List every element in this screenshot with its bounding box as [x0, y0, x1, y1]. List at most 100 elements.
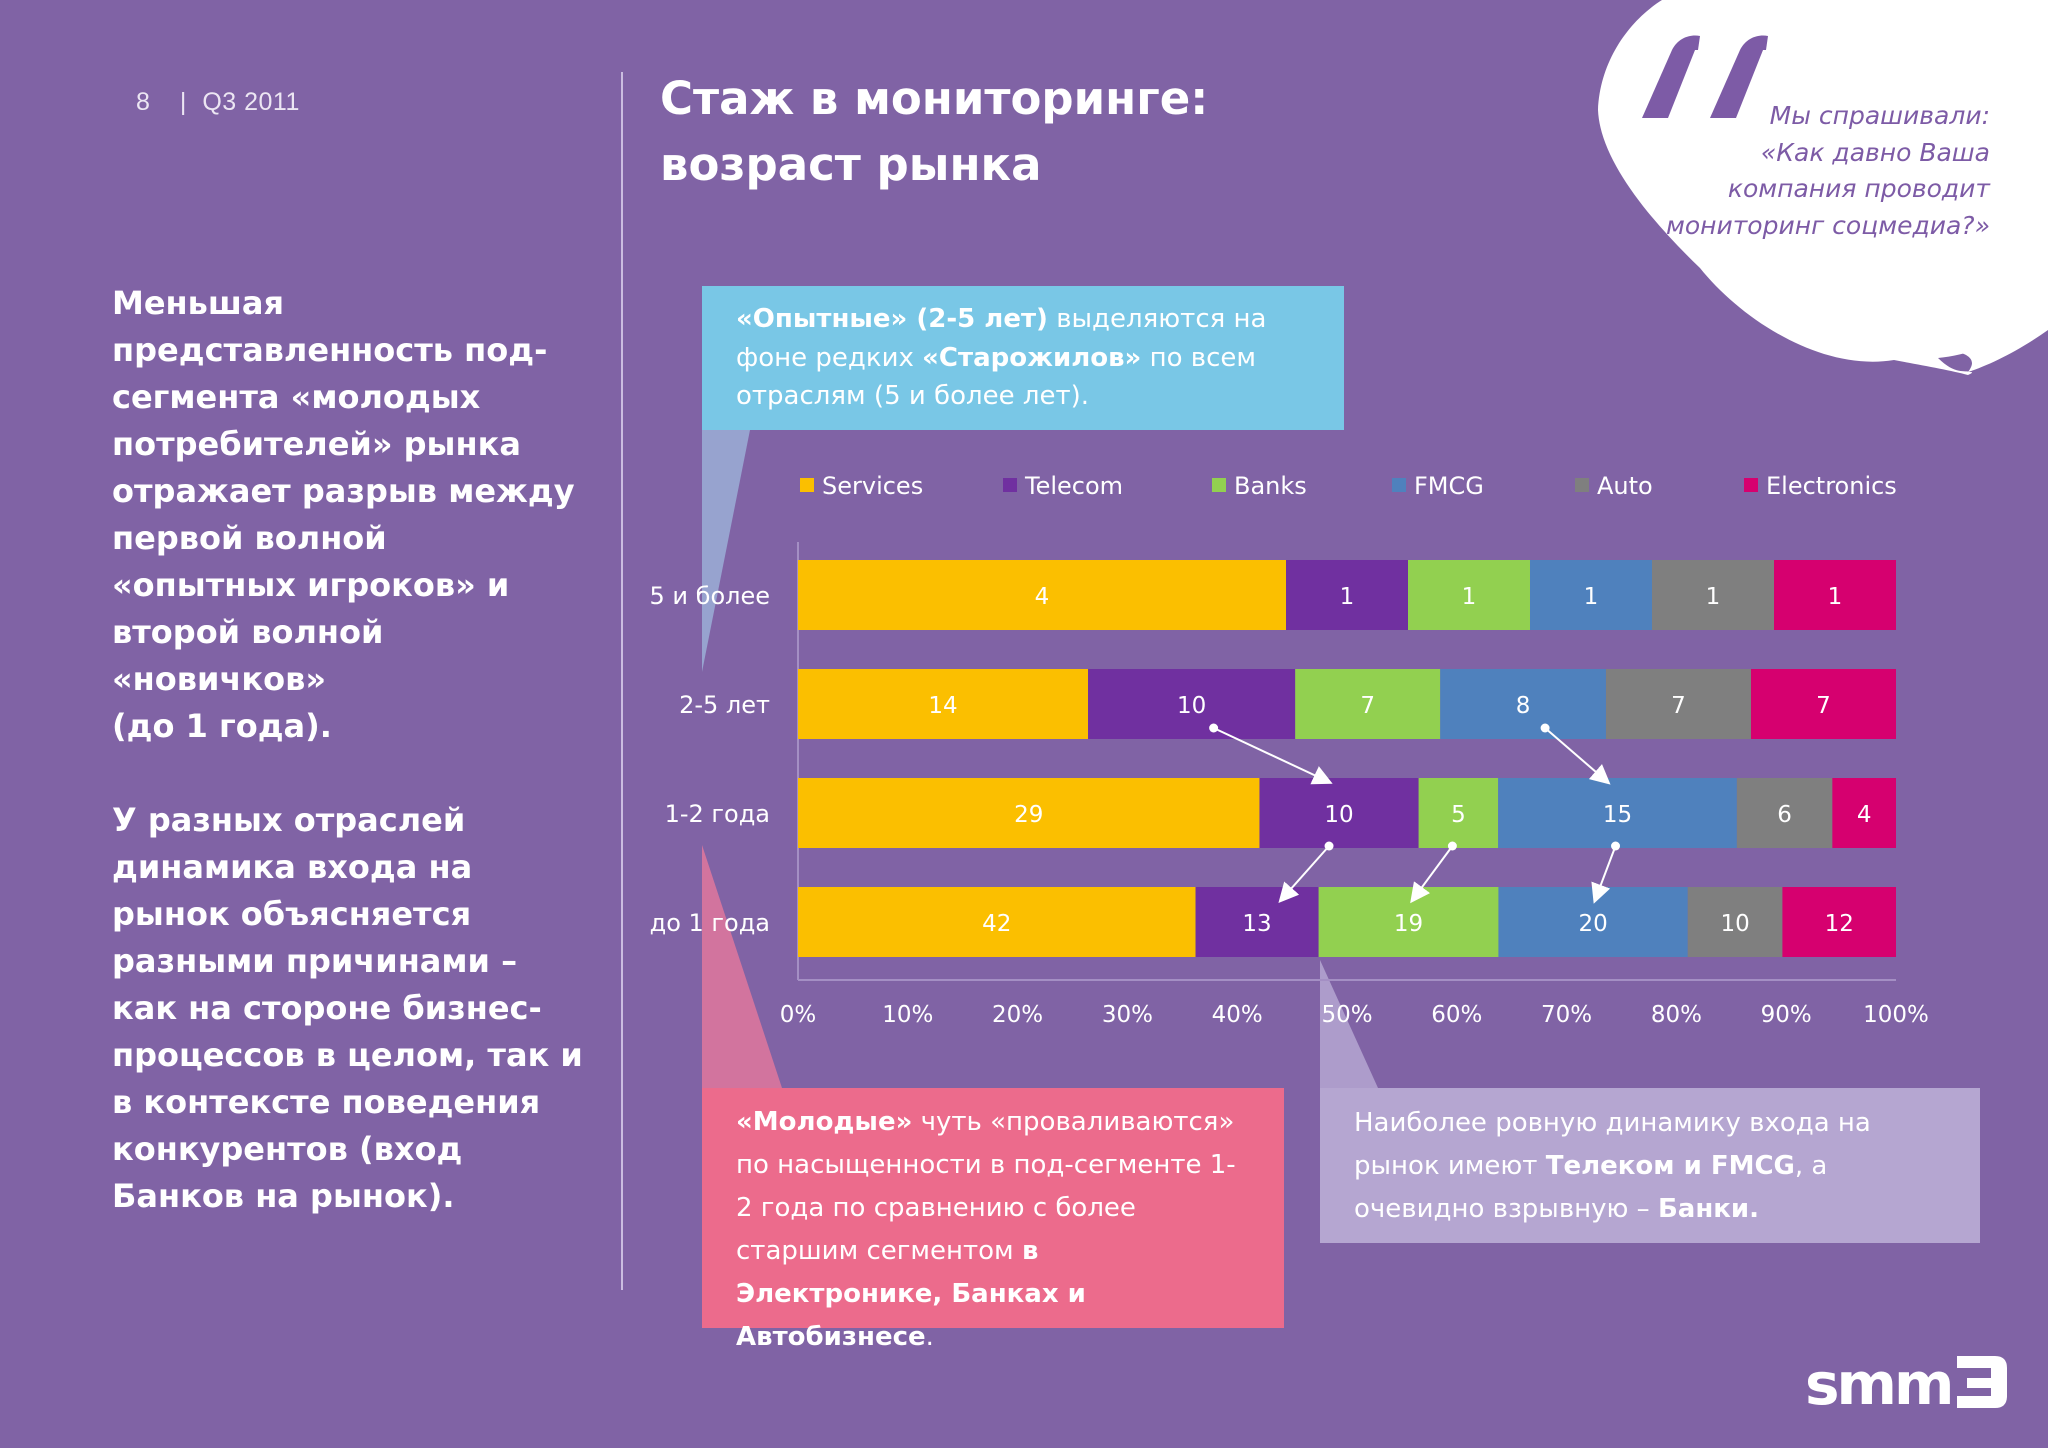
summary-line: конкурентов (вход [112, 1130, 463, 1168]
quote-line: «Как давно Ваша [1760, 137, 1990, 167]
summary-line: первой волной [112, 519, 387, 557]
trend-arrow [1591, 845, 1617, 904]
bar-segment [1259, 778, 1419, 848]
header-separator: | [179, 88, 187, 116]
legend-label: Telecom [1024, 472, 1123, 500]
data-label: 19 [1394, 911, 1423, 937]
bar-segment [1498, 778, 1737, 848]
category-label: 1-2 года [665, 800, 770, 828]
data-label: 4 [1035, 584, 1050, 610]
data-label: 7 [1360, 693, 1375, 719]
data-label: 5 [1451, 802, 1466, 828]
bar-segment [1418, 778, 1499, 848]
quote-line: мониторинг соцмедиа?» [1666, 210, 1990, 240]
bar-segment [798, 669, 1089, 739]
data-label: 1 [1340, 584, 1355, 610]
bar-segment [1782, 887, 1896, 957]
summary-line: отражает разрыв между [112, 472, 575, 510]
callout-bold: «Старожилов» [922, 342, 1142, 373]
callout-bold: «Опытные» (2-5 лет) [736, 304, 1048, 334]
data-label: 12 [1825, 911, 1854, 937]
summary-paragraph-2: У разных отраслей динамика входа на рыно… [112, 797, 592, 1220]
bar-segment [1774, 560, 1896, 630]
summary-line: второй волной [112, 613, 384, 651]
summary-line: представленность под- [112, 331, 548, 369]
bar-segment [1736, 778, 1833, 848]
bar-segment [1750, 669, 1896, 739]
data-label: 7 [1816, 693, 1831, 719]
callout-bold: «Молодые» [736, 1107, 913, 1137]
title-line-2: возраст рынка [660, 138, 1042, 191]
summary-line: У разных отраслей [112, 801, 466, 839]
x-tick-label: 80% [1651, 1002, 1702, 1028]
callout-text: Наиболее ровную динамику входа на рынок … [1354, 1108, 1871, 1181]
summary-line: в контексте поведения [112, 1083, 541, 1121]
smm3-logo: smm [1805, 1350, 2011, 1418]
trend-arrow [1278, 845, 1330, 903]
legend-swatch [1575, 478, 1589, 492]
legend-label: Electronics [1766, 472, 1897, 500]
data-label: 20 [1578, 911, 1607, 937]
summary-line: процессов в целом, так и [112, 1036, 583, 1074]
x-tick-label: 30% [1102, 1002, 1153, 1028]
callout-bold: Банки. [1657, 1194, 1760, 1224]
callout-bold: Телеком и FMCG [1545, 1151, 1795, 1181]
x-tick-label: 40% [1212, 1002, 1263, 1028]
data-label: 10 [1177, 693, 1206, 719]
bar-segment [1440, 669, 1606, 739]
summary-line: Банков на рынок). [112, 1177, 455, 1215]
summary-line: разными причинами – [112, 942, 518, 980]
legend-swatch [1392, 478, 1406, 492]
summary-line: «опытных игроков» и [112, 566, 510, 604]
summary-line: сегмента «молодых [112, 378, 481, 416]
summary-line: динамика входа на [112, 848, 473, 886]
title-line-1: Стаж в мониторинге: [660, 72, 1209, 125]
callout-dynamics: Наиболее ровную динамику входа на рынок … [1320, 1088, 1980, 1243]
callout-text: по всем отраслям (5 и более лет). [736, 342, 1257, 412]
bar-segment [1605, 669, 1751, 739]
x-tick-label: 70% [1541, 1002, 1592, 1028]
vertical-divider [621, 72, 623, 1290]
data-label: 7 [1671, 693, 1686, 719]
legend-swatch [800, 478, 814, 492]
summary-line: (до 1 года). [112, 707, 332, 745]
x-tick-label: 60% [1431, 1002, 1482, 1028]
report-period: Q3 2011 [202, 88, 300, 116]
callout-young: «Молодые» чуть «проваливаются» по насыще… [702, 1088, 1284, 1352]
trend-arrow [1410, 845, 1454, 904]
summary-text: Меньшая представленность под- сегмента «… [112, 280, 592, 1220]
bar-segment [798, 560, 1286, 630]
category-label: до 1 года [650, 909, 770, 937]
x-tick-label: 100% [1863, 1002, 1929, 1028]
callout-text: , а очевидно взрывную – [1354, 1151, 1828, 1224]
legend-swatch [1212, 478, 1226, 492]
data-label: 6 [1777, 802, 1792, 828]
legend-label: FMCG [1414, 472, 1484, 500]
x-tick-label: 90% [1761, 1002, 1812, 1028]
callout-bold: в Электронике, Банках и Автобизнесе [736, 1236, 1086, 1352]
bar-segment [1530, 560, 1652, 630]
legend-swatch [1744, 478, 1758, 492]
bar-segment [1318, 887, 1499, 957]
x-tick-label: 50% [1321, 1002, 1372, 1028]
trend-arrow [1544, 727, 1611, 785]
quote-line: компания проводит [1727, 174, 1990, 203]
x-tick-label: 10% [882, 1002, 933, 1028]
data-label: 8 [1516, 693, 1531, 719]
summary-line: «новичков» [112, 660, 327, 698]
logo-text: smm [1805, 1350, 1954, 1418]
page-number: 8 [136, 88, 151, 116]
summary-line: как на стороне бизнес- [112, 989, 542, 1027]
x-tick-label: 20% [992, 1002, 1043, 1028]
data-label: 13 [1242, 911, 1271, 937]
category-label: 2-5 лет [679, 691, 770, 719]
page-title: Стаж в мониторинге: возраст рынка [660, 66, 1208, 198]
bar-segment [1088, 669, 1296, 739]
data-label: 15 [1603, 802, 1632, 828]
summary-paragraph-1: Меньшая представленность под- сегмента «… [112, 280, 592, 750]
data-label: 1 [1828, 584, 1843, 610]
summary-line: Меньшая [112, 284, 285, 322]
legend-label: Banks [1234, 472, 1307, 500]
data-label: 1 [1706, 584, 1721, 610]
